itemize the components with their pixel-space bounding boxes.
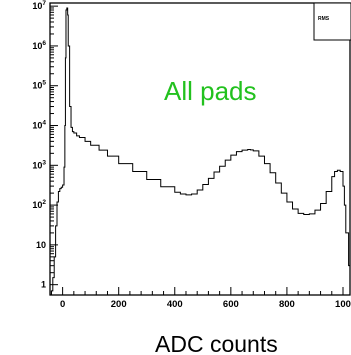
x-tick-label: 600 (223, 299, 239, 310)
x-tick-label: 0 (60, 299, 65, 310)
histogram-series-line (50, 7, 351, 295)
stats-box (313, 2, 351, 41)
y-tick-label: 10 (36, 240, 46, 250)
ticks-layer: 1 10 102 103 104 105 106 107 0 200 400 600 800 100 (32, 0, 351, 310)
y-tick-label: 105 (32, 80, 46, 91)
x-tick-label: 200 (111, 299, 127, 310)
y-tick-label: 1 (41, 280, 46, 290)
x-axis-label: ADC counts (155, 331, 278, 355)
x-tick-label: 800 (279, 299, 295, 310)
y-tick-label: 102 (32, 199, 46, 210)
x-tick-label: 400 (167, 299, 183, 310)
x-tick-label: 100 (335, 299, 351, 310)
plot-frame (49, 2, 351, 296)
y-tick-label: 104 (32, 120, 46, 131)
annotation-text: All pads (164, 76, 257, 106)
y-tick-label: 107 (32, 0, 46, 11)
stats-box-label: RMS (318, 16, 330, 22)
y-tick-label: 106 (32, 40, 46, 51)
y-tick-label: 103 (32, 159, 46, 170)
